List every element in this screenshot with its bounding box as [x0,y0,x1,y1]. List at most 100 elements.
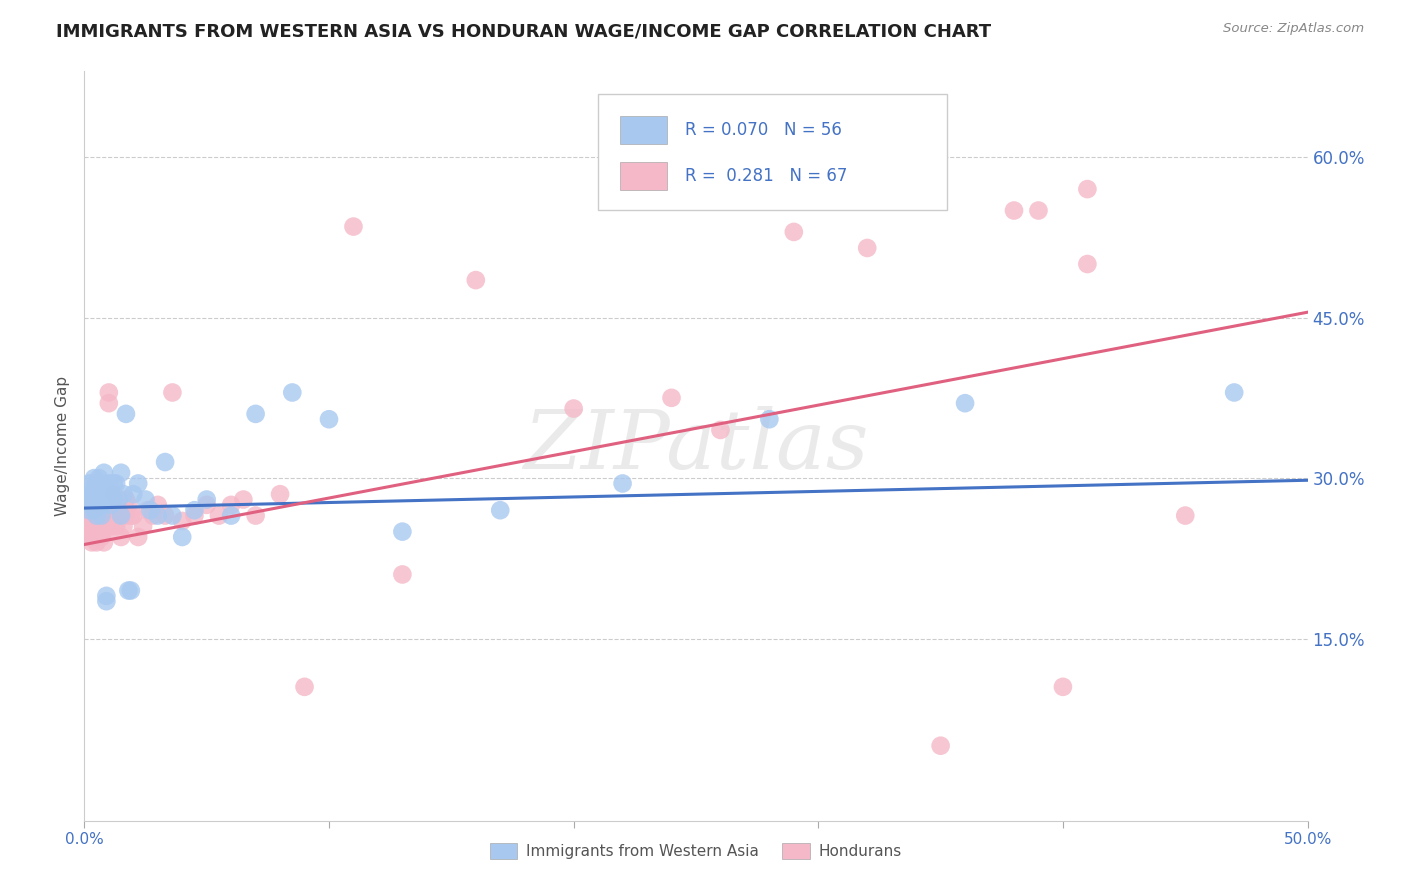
Point [83,530,105,544]
Point [90,514,112,528]
Point [142,508,165,523]
Point [83,519,105,533]
Point [100,508,122,523]
Point [136,503,159,517]
Point [195,492,218,507]
Point [80,482,103,496]
FancyBboxPatch shape [620,162,666,191]
Point [87,508,110,523]
Point [245,407,267,421]
Point [96,589,118,603]
Point [110,530,132,544]
Point [294,680,316,694]
Point [93,498,115,512]
Point [120,508,142,523]
Point [153,455,176,469]
Point [105,508,128,523]
Text: IMMIGRANTS FROM WESTERN ASIA VS HONDURAN WAGE/INCOME GAP CORRELATION CHART: IMMIGRANTS FROM WESTERN ASIA VS HONDURAN… [56,22,991,40]
Point [1076,182,1098,196]
Point [86,508,108,523]
Point [80,487,103,501]
Point [112,487,135,501]
Point [105,476,128,491]
Point [80,498,103,512]
Point [232,492,254,507]
Text: R =  0.281   N = 67: R = 0.281 N = 67 [685,168,848,186]
Point [1002,203,1025,218]
Point [281,385,304,400]
Point [93,524,115,539]
Point [97,482,120,496]
Point [709,423,731,437]
Point [122,487,145,501]
Point [162,508,184,523]
Point [391,524,413,539]
Point [80,514,103,528]
Point [318,412,340,426]
Point [83,492,105,507]
Point [1223,385,1246,400]
Point [115,508,138,523]
Point [100,519,122,533]
Point [127,530,149,544]
Point [96,594,118,608]
Point [90,508,112,523]
Point [100,487,122,501]
FancyBboxPatch shape [620,116,666,144]
Point [219,498,242,512]
Legend: Immigrants from Western Asia, Hondurans: Immigrants from Western Asia, Hondurans [484,838,908,865]
Point [783,225,806,239]
Point [80,535,103,549]
Point [1052,680,1074,694]
Point [103,492,125,507]
Point [562,401,585,416]
Point [97,385,120,400]
Point [172,514,194,528]
Point [117,498,139,512]
Point [77,503,100,517]
Point [146,508,169,523]
Point [110,466,132,480]
Point [1028,203,1050,218]
Point [269,487,291,501]
Point [219,508,242,523]
Point [86,519,108,533]
Point [90,482,112,496]
Point [195,498,218,512]
Point [245,508,267,523]
Point [87,487,110,501]
Point [87,471,110,485]
Point [929,739,952,753]
Point [342,219,364,234]
Point [86,524,108,539]
Point [87,530,110,544]
Point [110,508,132,523]
Point [93,535,115,549]
Point [103,476,125,491]
Point [758,412,780,426]
Point [464,273,486,287]
Point [76,508,98,523]
Point [132,519,155,533]
Point [83,503,105,517]
Point [1076,257,1098,271]
Point [146,498,169,512]
Point [183,508,205,523]
Point [856,241,879,255]
Point [100,498,122,512]
Point [953,396,976,410]
Point [122,508,145,523]
Point [86,476,108,491]
Text: ZIPatlas: ZIPatlas [523,406,869,486]
Point [391,567,413,582]
Point [107,498,129,512]
Point [661,391,683,405]
Point [117,583,139,598]
Point [135,492,157,507]
Point [93,487,115,501]
Point [97,476,120,491]
Point [103,487,125,501]
Point [105,519,128,533]
Point [208,508,231,523]
Point [97,396,120,410]
